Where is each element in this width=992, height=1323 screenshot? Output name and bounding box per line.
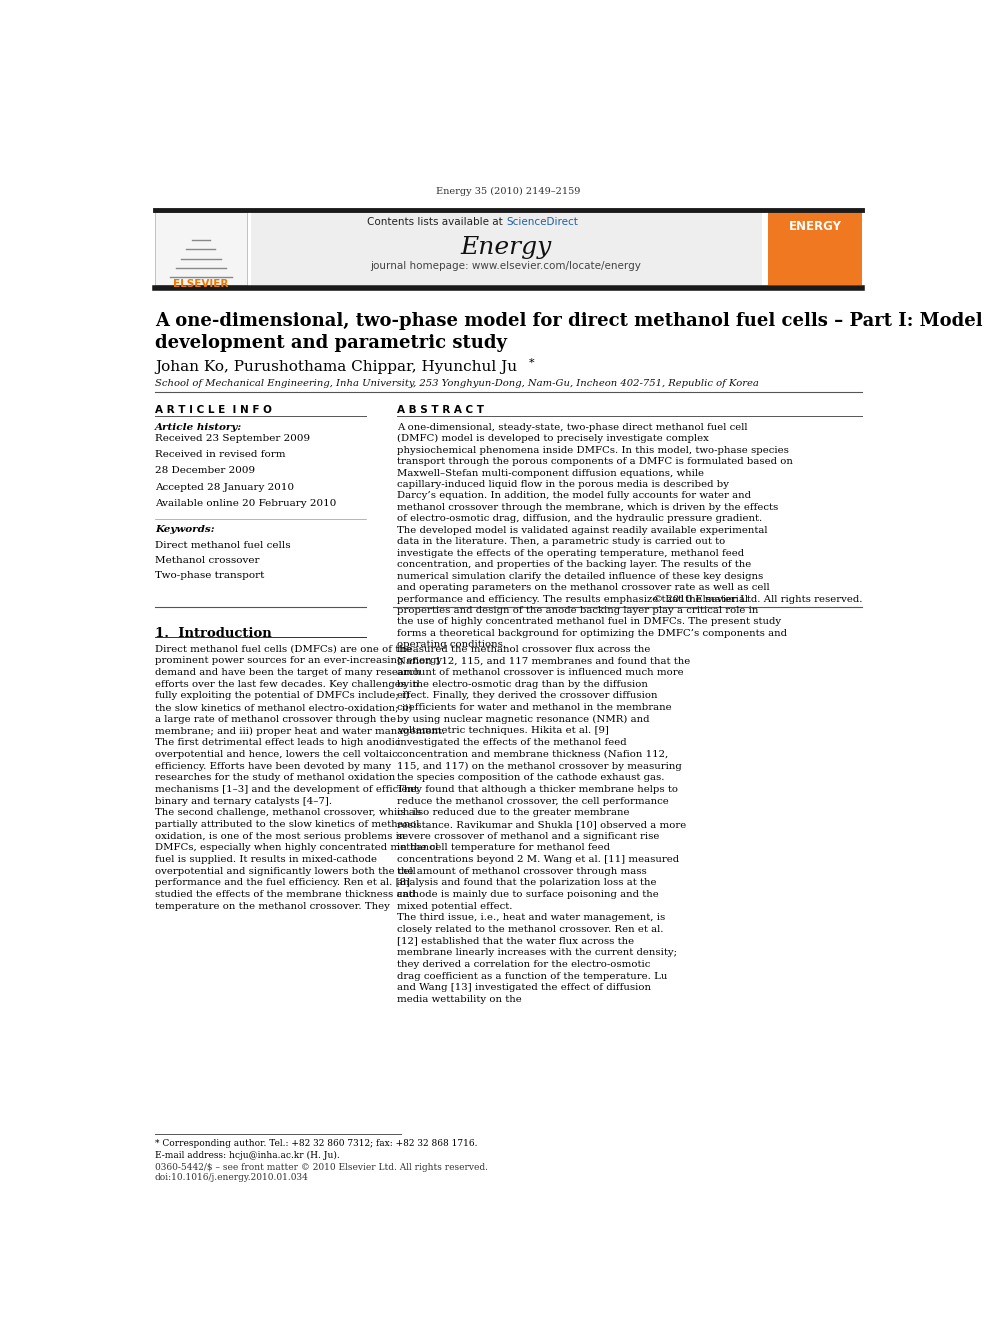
Text: Direct methanol fuel cells: Direct methanol fuel cells xyxy=(155,541,291,550)
Text: Keywords:: Keywords: xyxy=(155,525,214,534)
Text: Received 23 September 2009: Received 23 September 2009 xyxy=(155,434,310,443)
Text: Accepted 28 January 2010: Accepted 28 January 2010 xyxy=(155,483,294,492)
FancyBboxPatch shape xyxy=(768,212,862,284)
Text: development and parametric study: development and parametric study xyxy=(155,333,507,352)
Text: ScienceDirect: ScienceDirect xyxy=(507,217,578,226)
Text: School of Mechanical Engineering, Inha University, 253 Yonghyun-Dong, Nam-Gu, In: School of Mechanical Engineering, Inha U… xyxy=(155,378,759,388)
Text: Available online 20 February 2010: Available online 20 February 2010 xyxy=(155,499,336,508)
Text: Energy 35 (2010) 2149–2159: Energy 35 (2010) 2149–2159 xyxy=(436,188,580,196)
Text: Received in revised form: Received in revised form xyxy=(155,450,286,459)
Text: *: * xyxy=(529,357,535,368)
Text: measured the methanol crossover flux across the
Nafion 112, 115, and 117 membran: measured the methanol crossover flux acr… xyxy=(397,644,690,1004)
Text: * Corresponding author. Tel.: +82 32 860 7312; fax: +82 32 868 1716.: * Corresponding author. Tel.: +82 32 860… xyxy=(155,1139,477,1148)
Text: A one-dimensional, two-phase model for direct methanol fuel cells – Part I: Mode: A one-dimensional, two-phase model for d… xyxy=(155,312,982,329)
Text: Johan Ko, Purushothama Chippar, Hyunchul Ju: Johan Ko, Purushothama Chippar, Hyunchul… xyxy=(155,360,517,374)
FancyBboxPatch shape xyxy=(155,212,247,284)
FancyBboxPatch shape xyxy=(251,212,762,284)
Text: 0360-5442/$ – see front matter © 2010 Elsevier Ltd. All rights reserved.: 0360-5442/$ – see front matter © 2010 El… xyxy=(155,1163,488,1172)
Text: © 2010 Elsevier Ltd. All rights reserved.: © 2010 Elsevier Ltd. All rights reserved… xyxy=(653,595,862,603)
Text: Article history:: Article history: xyxy=(155,422,242,431)
Text: 28 December 2009: 28 December 2009 xyxy=(155,467,255,475)
Text: Contents lists available at: Contents lists available at xyxy=(367,217,506,226)
Text: Two-phase transport: Two-phase transport xyxy=(155,572,264,581)
Text: Energy: Energy xyxy=(460,237,552,259)
Text: A one-dimensional, steady-state, two-phase direct methanol fuel cell
(DMFC) mode: A one-dimensional, steady-state, two-pha… xyxy=(397,422,793,650)
Text: E-mail address: hcju@inha.ac.kr (H. Ju).: E-mail address: hcju@inha.ac.kr (H. Ju). xyxy=(155,1151,339,1160)
Text: ENERGY: ENERGY xyxy=(789,220,841,233)
Text: Methanol crossover: Methanol crossover xyxy=(155,556,259,565)
Text: Direct methanol fuel cells (DMFCs) are one of the
prominent power sources for an: Direct methanol fuel cells (DMFCs) are o… xyxy=(155,644,444,910)
Text: journal homepage: www.elsevier.com/locate/energy: journal homepage: www.elsevier.com/locat… xyxy=(371,261,642,271)
Text: doi:10.1016/j.energy.2010.01.034: doi:10.1016/j.energy.2010.01.034 xyxy=(155,1174,309,1183)
Text: 1.  Introduction: 1. Introduction xyxy=(155,627,272,640)
Text: A R T I C L E  I N F O: A R T I C L E I N F O xyxy=(155,405,272,415)
Text: A B S T R A C T: A B S T R A C T xyxy=(397,405,484,415)
Text: ELSEVIER: ELSEVIER xyxy=(174,279,228,288)
